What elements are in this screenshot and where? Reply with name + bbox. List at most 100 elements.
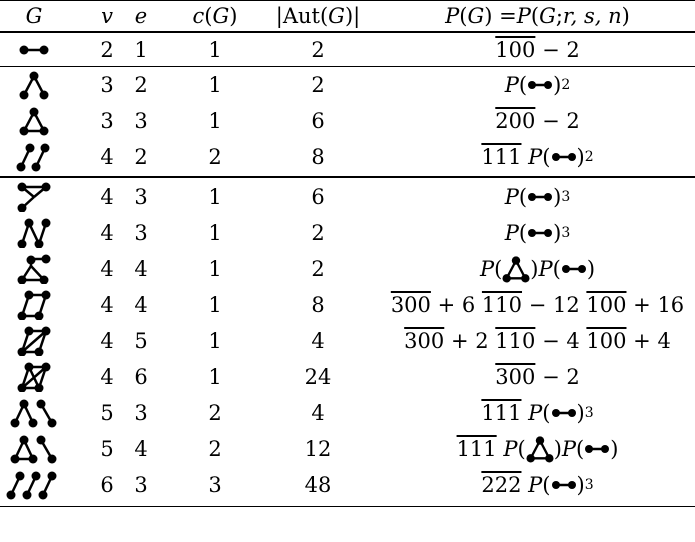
edge-graph-icon xyxy=(528,81,553,89)
edge-graph-icon xyxy=(528,193,553,201)
cell-c: 2 xyxy=(208,145,222,169)
cell-aut: 2 xyxy=(311,221,325,245)
cell-v: 4 xyxy=(100,293,114,317)
cell-p: 300 + 6 110 − 12 100 + 16 xyxy=(390,293,685,317)
cell-e: 4 xyxy=(134,293,148,317)
cell-c: 1 xyxy=(208,73,222,97)
edge-graph-icon xyxy=(0,33,68,66)
cell-c: 3 xyxy=(208,473,222,497)
header-aut: |Aut(G)| xyxy=(275,4,361,28)
diamond-graph-icon xyxy=(0,323,68,359)
cell-e: 2 xyxy=(134,145,148,169)
edge-graph-icon xyxy=(561,265,586,273)
triangle-graph-icon xyxy=(502,256,530,283)
header-v: v xyxy=(101,4,113,28)
three-edges-graph-icon xyxy=(0,467,68,503)
header-p: P(G) = P(G; r, s, n) xyxy=(445,4,630,28)
path3-graph-icon xyxy=(0,67,68,103)
header-g: G xyxy=(25,4,43,28)
cell-e: 4 xyxy=(134,257,148,281)
cell-aut: 8 xyxy=(311,293,325,317)
cell-e: 1 xyxy=(134,37,148,62)
table-row: 5 3 2 4 111 P() 3 xyxy=(0,395,695,431)
edge-graph-icon xyxy=(551,153,576,161)
cell-c: 1 xyxy=(208,37,222,62)
cell-c: 1 xyxy=(208,329,222,353)
cell-p: P() 3 xyxy=(504,221,571,245)
cell-c: 1 xyxy=(208,365,222,389)
cell-c: 1 xyxy=(208,221,222,245)
cell-aut: 6 xyxy=(311,109,325,133)
cell-p: 300 + 2 110 − 4 100 + 4 xyxy=(404,329,671,353)
square-graph-icon xyxy=(0,287,68,323)
table-row: 2 1 1 2 100 − 2 xyxy=(0,33,695,66)
cell-p: 111 P() 2 xyxy=(481,145,594,169)
group-rule xyxy=(0,66,695,67)
table-row: 4 4 1 8 300 + 6 110 − 12 100 + 16 xyxy=(0,287,695,323)
path4-graph-icon xyxy=(0,215,68,251)
top-rule xyxy=(0,0,695,1)
cell-e: 3 xyxy=(134,473,148,497)
cell-p: 222 P() 3 xyxy=(481,473,594,497)
cell-v: 3 xyxy=(100,73,114,97)
edge-graph-icon xyxy=(528,229,553,237)
table-row: 4 5 1 4 300 + 2 110 − 4 100 + 4 xyxy=(0,323,695,359)
cell-p: 200 − 2 xyxy=(495,109,580,133)
cell-e: 3 xyxy=(134,109,148,133)
cell-e: 3 xyxy=(134,401,148,425)
complete-k4-graph-icon xyxy=(0,359,68,395)
cell-p: 100 − 2 xyxy=(495,37,580,62)
cell-e: 5 xyxy=(134,329,148,353)
cell-p: 300 − 2 xyxy=(495,365,580,389)
cell-c: 1 xyxy=(208,185,222,209)
cell-v: 5 xyxy=(100,437,114,461)
cell-e: 2 xyxy=(134,73,148,97)
group-rule xyxy=(0,176,695,178)
header-e: e xyxy=(134,4,148,28)
cell-p: 111 P() P() xyxy=(456,436,619,463)
cell-v: 6 xyxy=(100,473,114,497)
cell-aut: 6 xyxy=(311,185,325,209)
bottom-rule xyxy=(0,506,695,507)
cell-c: 2 xyxy=(208,437,222,461)
cell-aut: 8 xyxy=(311,145,325,169)
cell-v: 4 xyxy=(100,365,114,389)
table-row: 4 3 1 6 P() 3 xyxy=(0,179,695,215)
cell-p: P() 3 xyxy=(504,185,571,209)
cell-c: 1 xyxy=(208,293,222,317)
table-row: 4 4 1 2 P() P() xyxy=(0,251,695,287)
triangle-plus-edge-graph-icon xyxy=(0,431,68,467)
header-rule xyxy=(0,31,695,33)
cell-v: 3 xyxy=(100,109,114,133)
cell-aut: 4 xyxy=(311,401,325,425)
cell-p: 111 P() 3 xyxy=(481,401,594,425)
cell-c: 1 xyxy=(208,109,222,133)
table-row: 4 6 1 24 300 − 2 xyxy=(0,359,695,395)
cell-v: 5 xyxy=(100,401,114,425)
cell-v: 4 xyxy=(100,185,114,209)
cell-aut: 2 xyxy=(311,73,325,97)
edge-graph-icon xyxy=(551,481,576,489)
table-row: 4 3 1 2 P() 3 xyxy=(0,215,695,251)
cell-e: 4 xyxy=(134,437,148,461)
cell-c: 2 xyxy=(208,401,222,425)
cell-aut: 24 xyxy=(304,365,332,389)
cell-v: 4 xyxy=(100,145,114,169)
triangle-graph-icon xyxy=(526,436,554,463)
table-header: G v e c(G) |Aut(G)| P(G) = P(G; r, s, n) xyxy=(0,2,695,30)
cell-v: 2 xyxy=(100,37,114,62)
cell-aut: 2 xyxy=(311,37,325,62)
star-graph-icon xyxy=(0,179,68,215)
cell-aut: 48 xyxy=(304,473,332,497)
cell-c: 1 xyxy=(208,257,222,281)
cell-aut: 4 xyxy=(311,329,325,353)
edge-graph-icon xyxy=(585,445,610,453)
cell-aut: 2 xyxy=(311,257,325,281)
table-row: 3 3 1 6 200 − 2 xyxy=(0,103,695,139)
cell-p: P() P() xyxy=(479,256,596,283)
path3-plus-edge-graph-icon xyxy=(0,395,68,431)
cell-v: 4 xyxy=(100,329,114,353)
edge-graph-icon xyxy=(551,409,576,417)
table-row: 6 3 3 48 222 P() 3 xyxy=(0,467,695,503)
two-edges-graph-icon xyxy=(0,139,68,175)
